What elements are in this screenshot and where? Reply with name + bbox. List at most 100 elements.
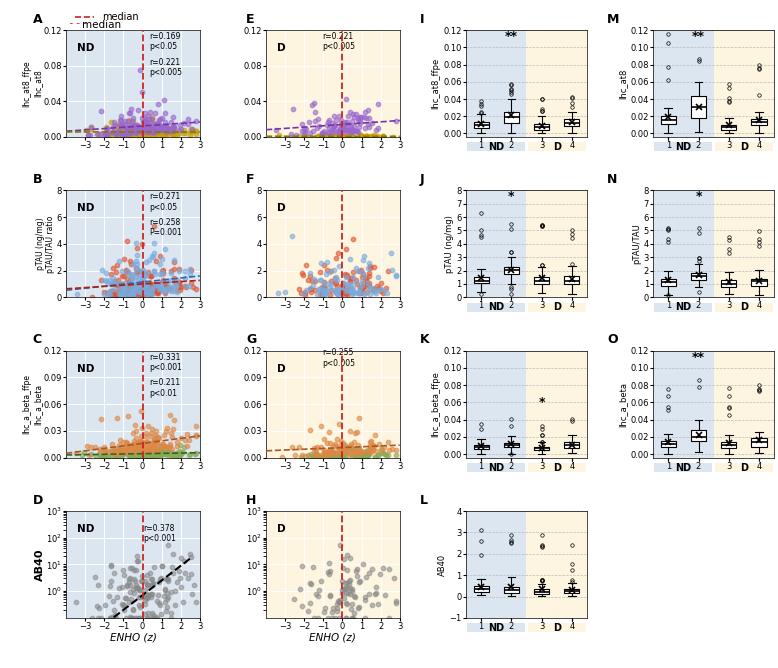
Point bbox=[134, 440, 146, 450]
PathPatch shape bbox=[564, 119, 580, 126]
Point bbox=[186, 124, 198, 134]
Point bbox=[349, 447, 361, 458]
Point bbox=[127, 281, 139, 291]
Point bbox=[142, 450, 154, 460]
Point bbox=[134, 613, 146, 623]
Point bbox=[117, 600, 129, 611]
Point bbox=[327, 451, 339, 462]
Point bbox=[103, 591, 116, 601]
Point bbox=[344, 552, 356, 563]
Point bbox=[329, 278, 342, 289]
Point bbox=[118, 447, 131, 458]
Point bbox=[86, 122, 98, 132]
Point bbox=[344, 448, 356, 459]
Point bbox=[333, 613, 345, 623]
Point bbox=[105, 560, 117, 570]
Point bbox=[305, 449, 317, 460]
Point bbox=[147, 451, 159, 462]
Point bbox=[149, 287, 161, 298]
Point bbox=[128, 275, 141, 286]
Point bbox=[155, 283, 167, 293]
Point bbox=[145, 607, 158, 618]
Point bbox=[318, 281, 331, 292]
Point bbox=[125, 442, 138, 453]
Point bbox=[377, 131, 389, 142]
Point bbox=[380, 282, 392, 293]
Point bbox=[190, 431, 202, 442]
Point bbox=[125, 440, 138, 451]
Point bbox=[359, 571, 372, 582]
Point bbox=[356, 276, 368, 287]
Point bbox=[343, 132, 356, 142]
Point bbox=[370, 132, 383, 142]
Point bbox=[166, 562, 178, 572]
Text: median: median bbox=[82, 20, 121, 29]
Point bbox=[340, 271, 352, 282]
Point bbox=[112, 279, 124, 290]
Point bbox=[339, 441, 352, 452]
Point bbox=[354, 575, 366, 586]
Point bbox=[335, 283, 347, 293]
Point bbox=[98, 130, 110, 140]
Text: r=0.331
p<0.001: r=0.331 p<0.001 bbox=[149, 353, 182, 372]
Point bbox=[356, 451, 369, 462]
Point bbox=[149, 432, 162, 442]
Point bbox=[325, 280, 338, 291]
Point bbox=[128, 451, 141, 462]
Point bbox=[115, 128, 128, 138]
Point bbox=[164, 126, 177, 137]
Point bbox=[130, 128, 142, 138]
Point bbox=[105, 439, 117, 450]
Point bbox=[99, 452, 111, 462]
Point bbox=[114, 287, 126, 298]
Point bbox=[327, 447, 339, 458]
Point bbox=[363, 261, 376, 272]
Point bbox=[159, 122, 172, 133]
Point bbox=[357, 112, 370, 122]
Point bbox=[108, 450, 121, 461]
Point bbox=[344, 589, 356, 600]
Point bbox=[160, 124, 173, 135]
Point bbox=[117, 121, 129, 132]
Point bbox=[135, 436, 148, 446]
Point bbox=[160, 587, 173, 598]
Point bbox=[184, 130, 196, 140]
Point bbox=[142, 613, 154, 623]
Point bbox=[127, 439, 139, 450]
Point bbox=[311, 131, 324, 142]
Point bbox=[144, 124, 156, 134]
Point bbox=[165, 126, 177, 137]
Point bbox=[128, 124, 141, 135]
Point bbox=[151, 445, 163, 456]
Point bbox=[136, 113, 149, 124]
Point bbox=[149, 255, 162, 266]
Point bbox=[145, 129, 157, 140]
Point bbox=[129, 613, 142, 623]
Point bbox=[167, 125, 180, 136]
Point bbox=[135, 126, 148, 137]
Point bbox=[342, 111, 354, 122]
Point bbox=[332, 446, 345, 457]
Point bbox=[84, 124, 96, 134]
Point bbox=[356, 449, 368, 460]
Point bbox=[134, 448, 146, 458]
Point bbox=[363, 258, 376, 269]
Point bbox=[141, 593, 153, 604]
Point bbox=[131, 582, 144, 593]
Y-axis label: lhc_at8_ffpe: lhc_at8_ffpe bbox=[432, 58, 440, 109]
Point bbox=[311, 114, 324, 124]
PathPatch shape bbox=[474, 586, 489, 592]
Point bbox=[327, 127, 339, 138]
Point bbox=[156, 266, 168, 277]
Point bbox=[115, 111, 128, 122]
Y-axis label: pTAU (ng/mg): pTAU (ng/mg) bbox=[445, 215, 454, 273]
Point bbox=[317, 289, 329, 300]
Point bbox=[136, 126, 149, 136]
Point bbox=[167, 126, 180, 136]
Point bbox=[130, 450, 142, 460]
Point bbox=[303, 268, 316, 279]
Point bbox=[168, 257, 180, 267]
Point bbox=[359, 287, 371, 298]
Point bbox=[146, 447, 159, 458]
Point bbox=[135, 267, 148, 278]
